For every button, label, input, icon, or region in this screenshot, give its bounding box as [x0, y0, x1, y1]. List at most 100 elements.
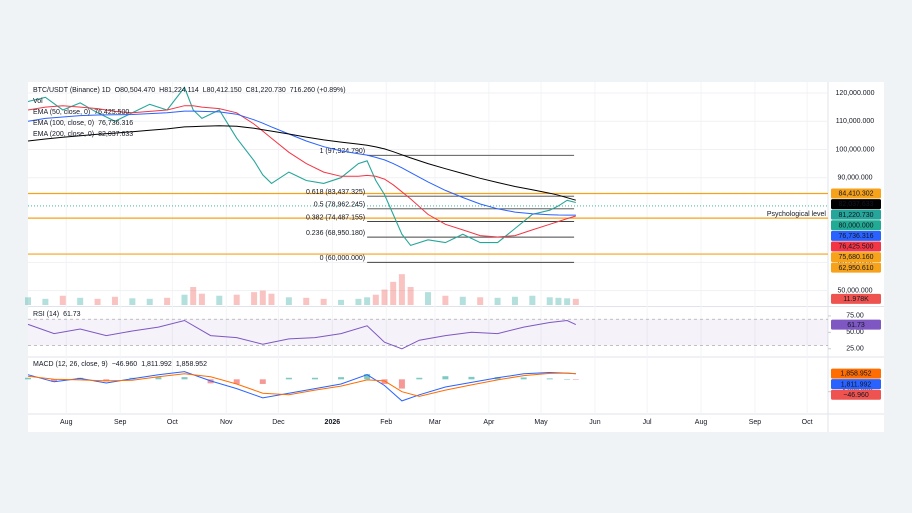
legend-title: BTC/USDT (Binance) 1D [33, 87, 111, 94]
volume-bar [25, 297, 31, 305]
axis-value-label: 61.73 [847, 322, 865, 329]
histogram-bar [442, 376, 449, 380]
y-tick-label: 50.00 [846, 329, 864, 336]
histogram-bar [311, 377, 318, 380]
axis-value-label: 1,811.992 [841, 381, 872, 388]
volume-bar [164, 297, 171, 305]
y-tick-label: 110,000.000 [836, 118, 875, 125]
series-line [27, 110, 576, 216]
axis-value-box [831, 262, 881, 273]
x-tick-label: Sep [114, 419, 127, 426]
axis-value-label: 81,220.730 [838, 212, 873, 219]
histogram-bar [285, 377, 292, 380]
axis-value-label: 82,037.633 [838, 201, 873, 208]
histogram-bar [51, 379, 58, 382]
series-line [27, 319, 577, 350]
y-tick-label: 90,000.000 [837, 175, 872, 182]
y-tick-label: 25.00 [846, 346, 864, 353]
legend-entry: EMA (200, close, 0) [33, 131, 94, 138]
x-tick-label: Apr [483, 419, 495, 426]
axis-value-box [831, 220, 881, 231]
volume-bar [251, 292, 258, 305]
fib-label: 0.5 (78,962.245) [314, 202, 365, 209]
y-tick-label: 120,000.000 [836, 90, 875, 97]
volume-bar [546, 297, 553, 305]
volume-bar [59, 295, 66, 305]
legend-value: 1,811.992 [141, 361, 172, 368]
y-tick-label: 75.00 [846, 313, 864, 320]
volume-bar [555, 297, 562, 305]
volume-bar [216, 295, 223, 305]
legend-value: 76,736.316 [98, 120, 133, 127]
legend-volume: Vol [33, 98, 43, 105]
histogram-bar [181, 377, 188, 380]
axis-value-label: 84,410.302 [838, 191, 873, 198]
fib-label: 0.236 (68,950.180) [306, 230, 365, 237]
volume-bar [442, 295, 449, 305]
volume-bar [364, 297, 371, 305]
axis-value-box [831, 368, 881, 379]
volume-bar [398, 274, 405, 305]
x-tick-label: Sep [749, 419, 762, 426]
chart-panel [28, 82, 884, 432]
legend-entry: EMA (100, close, 0) [33, 120, 94, 127]
legend-value: 82,037.633 [98, 131, 133, 138]
fib-label: 0.382 (74,487.155) [306, 214, 365, 221]
volume-bar [146, 298, 153, 305]
volume-bar [77, 297, 84, 305]
rsi-band [28, 319, 828, 346]
fib-label: 0.618 (83,437.325) [306, 189, 365, 196]
series-line [27, 372, 576, 397]
axis-value-label: 80,000.000 [838, 222, 873, 229]
volume-bar [355, 298, 362, 305]
legend-value: 1,858.952 [176, 361, 207, 368]
axis-value-box [831, 230, 881, 241]
volume-bar [338, 299, 345, 305]
axis-value-box [831, 209, 881, 220]
axis-value-label: 76,736.316 [838, 233, 873, 240]
volume-bar [381, 289, 388, 305]
volume-bar [494, 297, 501, 305]
volume-bar [303, 297, 310, 305]
x-tick-label: Nov [220, 419, 233, 426]
histogram-bar [520, 377, 527, 380]
volume-bar [259, 290, 266, 305]
volume-bar [320, 298, 327, 305]
legend-entry: EMA (50, close, 0) [33, 109, 90, 116]
series-line [27, 86, 576, 247]
ohlc-value: H81,224.114 [159, 87, 199, 94]
axis-value-label: 11.978K [843, 296, 869, 303]
axis-value-label: 76,425.500 [838, 244, 873, 251]
volume-bar [181, 294, 188, 305]
histogram-bar [546, 378, 553, 380]
axis-value-label: 62,950.610 [838, 265, 873, 272]
axis-value-box [831, 199, 881, 210]
series-line [27, 125, 576, 201]
volume-bar [190, 287, 197, 305]
x-tick-label: Aug [695, 419, 708, 426]
level-note: Psychological level [767, 211, 827, 218]
axis-value-label: 75,680.160 [838, 254, 873, 261]
legend-title: RSI (14) [33, 311, 59, 318]
x-tick-label: Mar [429, 419, 442, 426]
axis-value-box [831, 188, 881, 199]
x-tick-label: Oct [802, 419, 813, 426]
volume-bar [111, 296, 118, 305]
series-line [27, 105, 576, 238]
axis-value-box [831, 319, 881, 330]
volume-bar [425, 292, 431, 305]
legend-value: 76,425.500 [94, 109, 129, 116]
x-tick-label: Jun [589, 419, 600, 426]
volume-bar [42, 298, 49, 305]
volume-bar [268, 293, 275, 305]
ohlc-value: L80,412.150 [203, 87, 242, 94]
volume-bar [198, 293, 205, 305]
ohlc-value: C81,220.730 [246, 87, 286, 94]
y-tick-label: 100,000.000 [836, 146, 875, 153]
y-tick-label: 50,000.000 [837, 287, 872, 294]
volume-bar [129, 298, 136, 305]
volume-bar [511, 296, 518, 305]
volume-bar [407, 287, 414, 305]
